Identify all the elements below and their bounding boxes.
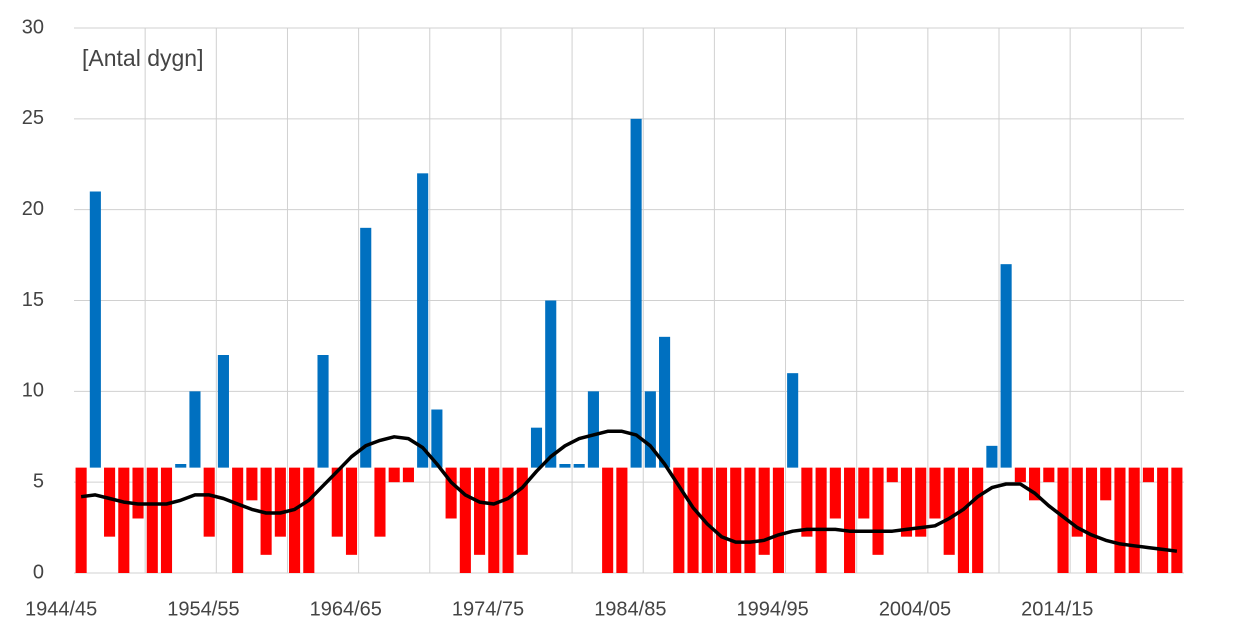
bar (75, 467, 87, 573)
bar (516, 467, 528, 555)
x-tick-label: 1974/75 (452, 598, 524, 620)
y-tick-label: 10 (22, 380, 44, 402)
bar (972, 467, 984, 573)
bar (915, 467, 927, 537)
bar (900, 467, 913, 537)
bar (317, 355, 329, 468)
bar (89, 191, 101, 468)
bar (929, 467, 941, 519)
bar (274, 467, 286, 537)
bar (189, 391, 201, 468)
bar (1157, 467, 1169, 573)
bar (644, 391, 656, 468)
bar (1057, 467, 1069, 573)
bar (701, 467, 713, 573)
x-tick-label: 1994/95 (737, 598, 809, 620)
bar (744, 467, 756, 573)
bar (132, 467, 144, 519)
bar (715, 467, 728, 573)
bar (673, 467, 685, 573)
x-tick-label: 1964/65 (310, 598, 382, 620)
bar (303, 467, 315, 573)
bar (772, 467, 784, 573)
bar (630, 118, 642, 468)
x-tick-label: 2004/05 (879, 598, 951, 620)
bar (217, 355, 229, 468)
bar (474, 467, 486, 555)
x-tick-label: 2014/15 (1021, 598, 1093, 620)
bar (872, 467, 884, 555)
bar (1114, 467, 1126, 573)
bar (844, 467, 856, 573)
bar (146, 467, 158, 573)
bar (1071, 467, 1083, 537)
bar (815, 467, 827, 573)
bar (118, 467, 130, 573)
bar (1171, 467, 1183, 573)
bar (232, 467, 244, 573)
bar (545, 300, 557, 468)
y-tick-label: 5 (33, 470, 44, 492)
bar (488, 467, 500, 573)
bar (502, 467, 514, 573)
bar (360, 227, 372, 468)
bar (345, 467, 358, 555)
y-tick-label: 20 (22, 198, 44, 220)
trend-line (80, 429, 1178, 553)
x-tick-label: 1944/45 (25, 598, 97, 620)
unit-annotation: [Antal dygn] (82, 45, 203, 71)
bar (104, 467, 116, 537)
bar (943, 467, 955, 555)
x-tick-label: 1954/55 (167, 598, 239, 620)
bar (203, 467, 215, 537)
bar (787, 373, 799, 468)
bar (160, 467, 173, 573)
y-tick-label: 30 (22, 16, 44, 38)
bar (659, 336, 671, 468)
bar (1000, 264, 1012, 468)
bar (616, 467, 628, 573)
y-tick-label: 25 (22, 107, 44, 129)
bar (1014, 467, 1026, 483)
bar (573, 464, 585, 468)
bar (431, 409, 443, 468)
bar (1100, 467, 1112, 501)
bar (858, 467, 870, 519)
bar (559, 464, 571, 468)
bar (730, 467, 742, 573)
bar (758, 467, 770, 555)
bar (417, 173, 429, 468)
y-tick-label: 15 (22, 289, 44, 311)
bar (175, 464, 187, 468)
bar (1128, 467, 1140, 573)
bar (957, 467, 969, 573)
bar (388, 467, 400, 483)
bar (530, 427, 543, 468)
bar (445, 467, 457, 519)
bar (1085, 467, 1098, 573)
bar (289, 467, 301, 573)
bar (687, 467, 699, 573)
y-tick-label: 0 (33, 561, 44, 583)
bar (829, 467, 841, 519)
bar (801, 467, 813, 537)
x-tick-label: 1984/85 (594, 598, 666, 620)
bar (1043, 467, 1055, 483)
bar (402, 467, 414, 483)
bar (1029, 467, 1041, 501)
bar (459, 467, 471, 573)
bar (1142, 467, 1154, 483)
bar (886, 467, 898, 483)
bar (587, 391, 599, 468)
bar (331, 467, 343, 537)
bar (602, 467, 614, 573)
bar (246, 467, 258, 501)
bar (986, 445, 998, 468)
bar (374, 467, 386, 537)
